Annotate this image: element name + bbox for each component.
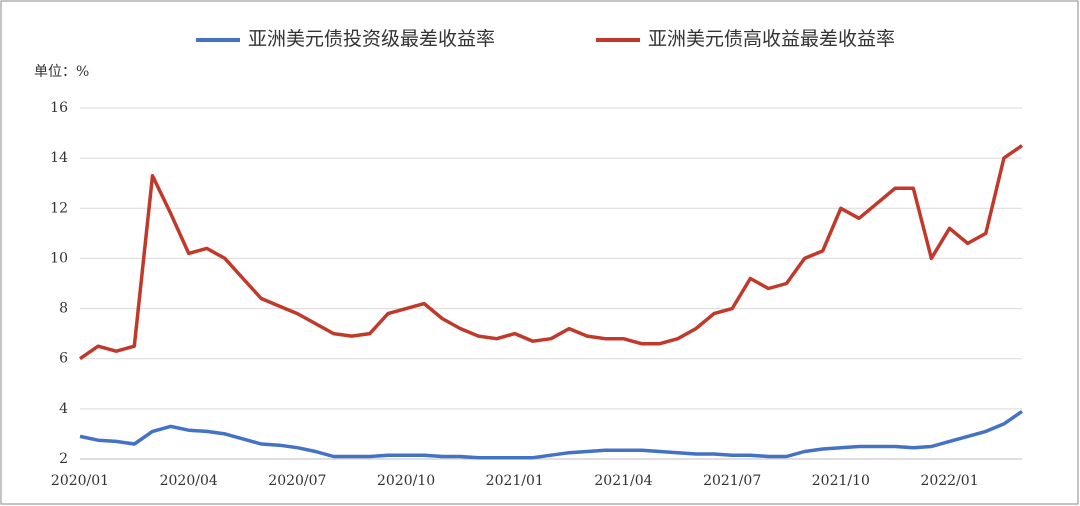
legend-text: 亚洲美元债高收益最差收益率 [648,28,895,50]
x-tick-label: 2020/01 [51,473,109,489]
y-tick-label: 2 [59,451,68,467]
y-tick-label: 8 [59,301,68,317]
x-tick-label: 2022/01 [920,473,978,489]
y-tick-label: 14 [50,150,68,166]
y-tick-label: 4 [59,401,68,417]
x-tick-label: 2020/10 [377,473,435,489]
y-tick-label: 16 [50,100,68,116]
x-tick-label: 2020/04 [160,473,218,489]
y-tick-label: 12 [50,200,68,216]
unit-label: 单位：% [34,64,89,80]
x-tick-label: 2021/07 [703,473,761,489]
line-series [79,409,1023,460]
x-tick-label: 2020/07 [268,473,326,489]
x-tick-label: 2021/01 [486,473,544,489]
x-tick-label: 2021/10 [812,473,870,489]
line-series [79,144,1023,361]
x-tick-label: 2021/04 [594,473,652,489]
y-tick-label: 6 [59,351,68,367]
legend-text: 亚洲美元债投资级最差收益率 [248,28,495,50]
y-tick-label: 10 [50,250,68,266]
